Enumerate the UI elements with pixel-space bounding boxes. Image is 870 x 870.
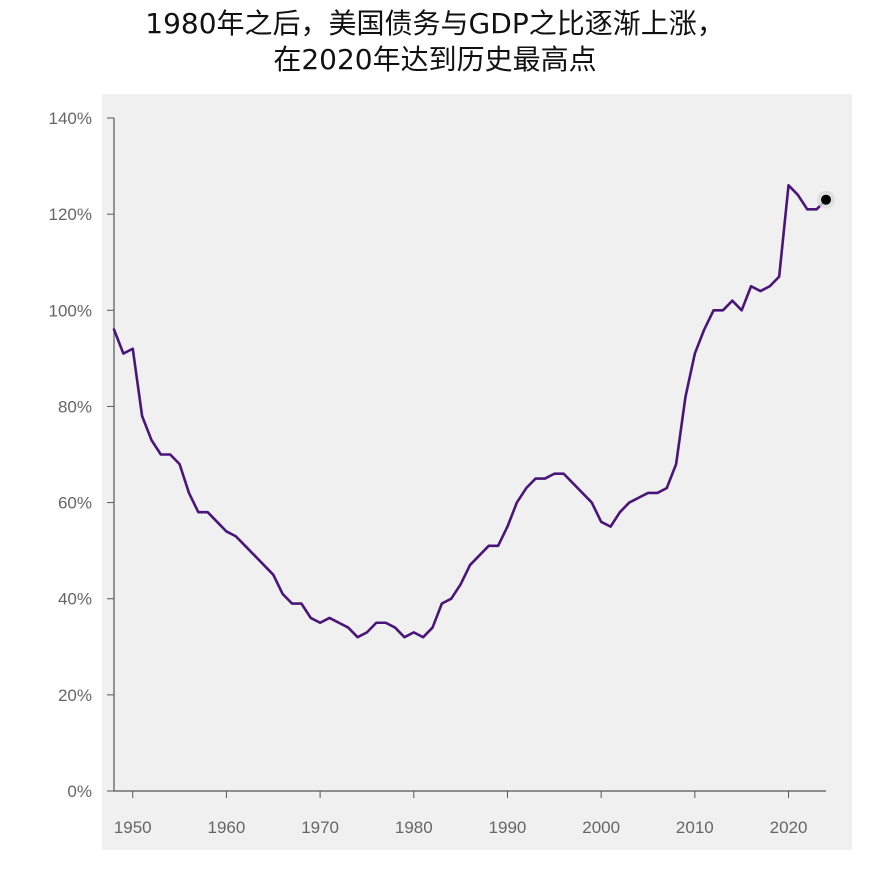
x-tick-label: 2020 xyxy=(770,818,808,837)
chart-title-line-2: 在2020年达到历史最高点 xyxy=(273,43,597,76)
chart-title: 1980年之后，美国债务与GDP之比逐渐上涨， 在2020年达到历史最高点 xyxy=(0,6,870,78)
x-tick-label: 1990 xyxy=(489,818,527,837)
y-tick-label: 140% xyxy=(49,109,92,128)
x-tick-label: 1970 xyxy=(301,818,339,837)
x-tick-label: 2010 xyxy=(676,818,714,837)
plot-background xyxy=(102,94,852,850)
y-tick-label: 0% xyxy=(67,782,92,801)
chart-title-line-1: 1980年之后，美国债务与GDP之比逐渐上涨， xyxy=(145,7,725,40)
x-axis-ticks: 1950 1960 1970 1980 1990 2000 2010 2020 xyxy=(114,791,808,837)
y-tick-label: 60% xyxy=(58,494,92,513)
y-axis-ticks: 0% 20% 40% 60% 80% 100% 120% 140% xyxy=(49,109,114,801)
y-tick-label: 80% xyxy=(58,397,92,416)
y-tick-label: 40% xyxy=(58,590,92,609)
latest-point-marker xyxy=(821,194,831,205)
debt-ratio-series-line xyxy=(112,184,828,639)
y-tick-label: 120% xyxy=(49,205,92,224)
x-tick-label: 1980 xyxy=(395,818,433,837)
y-tick-label: 20% xyxy=(58,686,92,705)
y-tick-label: 100% xyxy=(49,301,92,320)
series-layer xyxy=(112,184,835,639)
x-tick-label: 1950 xyxy=(114,818,152,837)
x-tick-label: 1960 xyxy=(208,818,246,837)
x-tick-label: 2000 xyxy=(582,818,620,837)
